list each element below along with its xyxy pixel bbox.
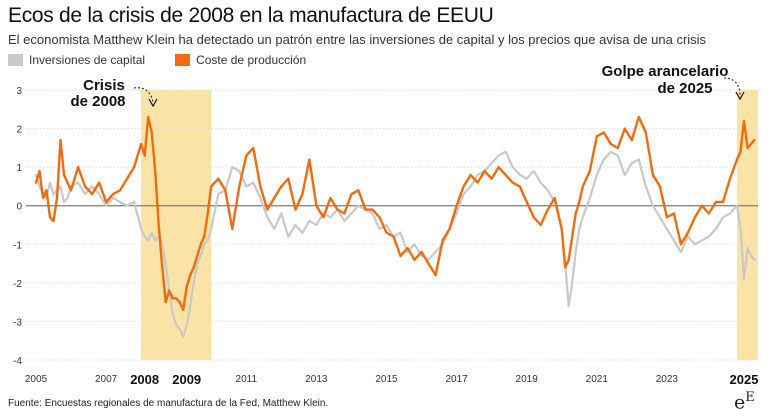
x-tick-label: 2021 bbox=[586, 374, 609, 385]
legend-swatch-coste bbox=[175, 54, 191, 66]
x-tick-label: 2013 bbox=[305, 374, 328, 385]
legend-item-coste: Coste de producción bbox=[175, 53, 306, 67]
legend-label-coste: Coste de producción bbox=[196, 53, 307, 67]
annotation-crisis-line2: de 2008 bbox=[70, 93, 125, 110]
annotation-crisis-arrowhead bbox=[148, 98, 158, 108]
chart-subtitle: El economista Matthew Klein ha detectado… bbox=[8, 32, 707, 47]
x-tick-label: 2015 bbox=[375, 374, 398, 385]
legend-label-capital: Inversiones de capital bbox=[29, 53, 146, 67]
x-tick-label: 2019 bbox=[516, 374, 539, 385]
annotation-crisis-arrow bbox=[133, 87, 154, 104]
legend: Inversiones de capital Coste de producci… bbox=[8, 53, 336, 67]
x-tick-label: 2017 bbox=[445, 374, 468, 385]
y-tick-label: -2 bbox=[13, 279, 22, 290]
legend-swatch-capital bbox=[8, 54, 23, 66]
x-tick-label-bold: 2008 bbox=[130, 372, 159, 387]
annotation-aranceles-line1: Golpe arancelario bbox=[602, 63, 729, 80]
y-tick-label: 3 bbox=[16, 86, 22, 97]
y-tick-label: 1 bbox=[16, 163, 22, 174]
annotation-aranceles-arrowhead bbox=[735, 91, 745, 101]
series-line-0 bbox=[34, 150, 756, 338]
source-note: Fuente: Encuestas regionales de manufact… bbox=[8, 398, 329, 409]
y-tick-label: -3 bbox=[13, 317, 22, 328]
highlight-band-1 bbox=[736, 90, 758, 360]
annotation-aranceles-line2: de 2025 bbox=[657, 80, 712, 97]
y-tick-label: -4 bbox=[13, 356, 22, 367]
x-tick-label: 2011 bbox=[236, 374, 258, 385]
y-tick-label: -1 bbox=[13, 240, 22, 251]
chart-title: Ecos de la crisis de 2008 en la manufact… bbox=[8, 4, 494, 27]
y-tick-label: 0 bbox=[16, 202, 22, 213]
legend-item-capital: Inversiones de capital bbox=[8, 53, 145, 67]
x-tick-label-bold: 2009 bbox=[172, 372, 201, 387]
annotation-crisis-line1: Crisis bbox=[83, 77, 125, 94]
y-tick-label: 2 bbox=[16, 125, 22, 136]
x-tick-label: 2005 bbox=[25, 374, 48, 385]
x-tick-label-bold: 2025 bbox=[730, 372, 759, 387]
x-tick-label: 2023 bbox=[656, 374, 679, 385]
x-tick-label: 2007 bbox=[95, 374, 118, 385]
series-line-1 bbox=[34, 115, 756, 312]
annotation-aranceles-arrow bbox=[723, 77, 741, 97]
brand-logo: eE bbox=[734, 390, 755, 414]
